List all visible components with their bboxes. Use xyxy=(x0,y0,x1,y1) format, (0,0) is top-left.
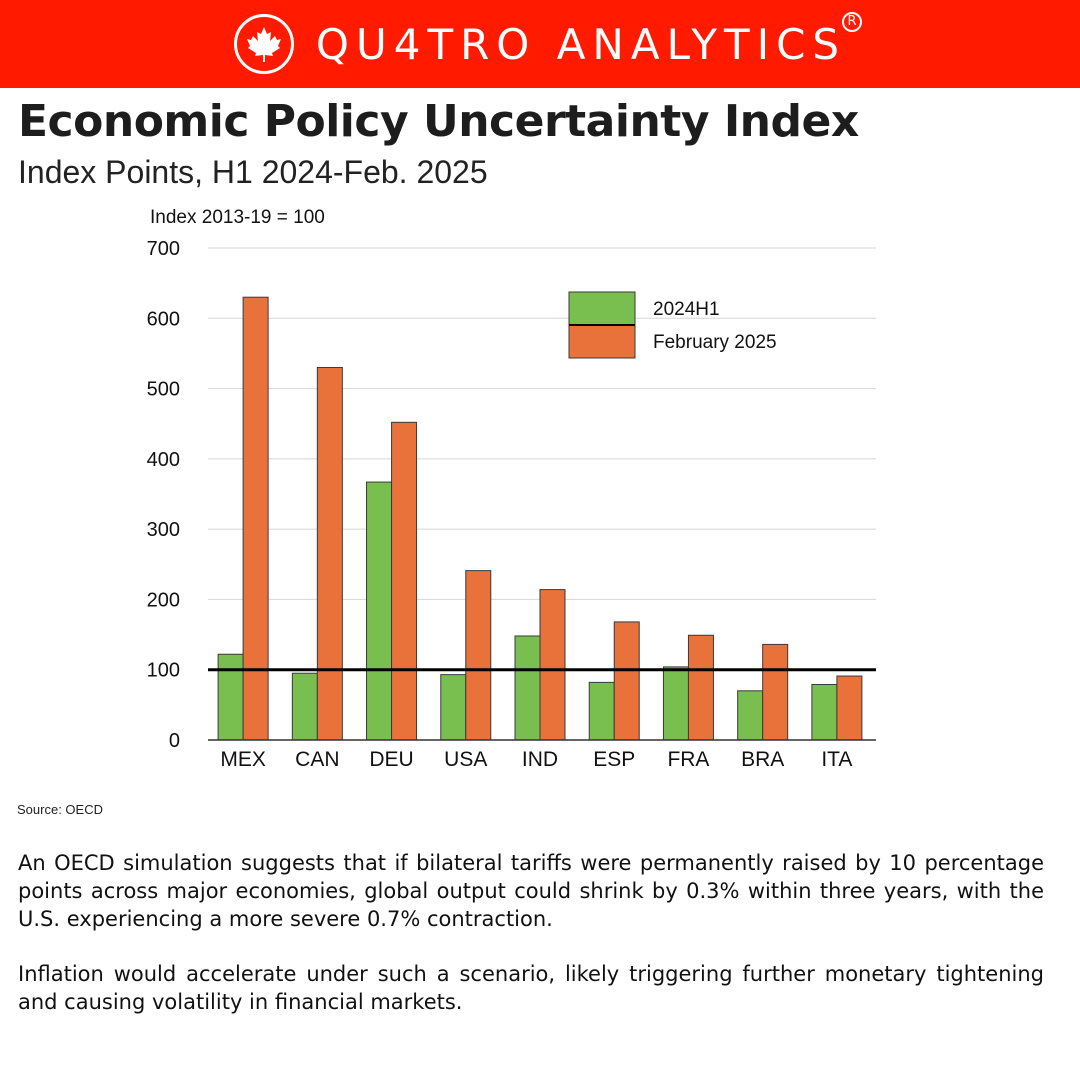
bar-bra-h1-2024 xyxy=(738,691,763,740)
y-tick-label: 600 xyxy=(147,308,180,330)
x-tick-label: CAN xyxy=(295,748,339,771)
source-note: Source: OECD xyxy=(17,802,103,817)
y-tick-label: 700 xyxy=(147,238,180,260)
legend-label: 2024H1 xyxy=(653,299,720,320)
bar-usa-feb-2025 xyxy=(466,571,491,740)
y-tick-label: 100 xyxy=(147,660,180,682)
bar-mex-h1-2024 xyxy=(218,654,243,740)
x-tick-label: FRA xyxy=(667,748,709,771)
bar-esp-feb-2025 xyxy=(614,622,639,740)
bar-bra-feb-2025 xyxy=(763,644,788,740)
registered-mark: R xyxy=(842,12,862,32)
bar-deu-feb-2025 xyxy=(392,422,417,740)
brand-name: QU4TRO ANALYTICS R xyxy=(316,20,846,69)
x-tick-label: MEX xyxy=(220,748,266,771)
legend-swatch-h1-2024 xyxy=(569,292,635,325)
legend-label: February 2025 xyxy=(653,332,777,353)
brand-text: QU4TRO ANALYTICS xyxy=(316,20,846,69)
brand-banner: QU4TRO ANALYTICS R xyxy=(0,0,1080,88)
x-tick-label: ESP xyxy=(593,748,635,771)
bar-fra-feb-2025 xyxy=(688,635,713,740)
x-tick-label: ITA xyxy=(821,748,852,771)
y-tick-label: 300 xyxy=(147,519,180,541)
bar-ita-feb-2025 xyxy=(837,676,862,740)
bar-ind-h1-2024 xyxy=(515,636,540,740)
x-tick-label: USA xyxy=(444,748,487,771)
page-title: Economic Policy Uncertainty Index xyxy=(18,96,859,147)
bar-chart: Index 2013-19 = 100 0 100 200 300 400 500 600 70… xyxy=(0,195,1080,795)
unit-label: Index 2013-19 = 100 xyxy=(150,207,325,228)
bar-ind-feb-2025 xyxy=(540,590,565,740)
x-tick-label: BRA xyxy=(741,748,784,771)
y-tick-label: 0 xyxy=(169,730,180,752)
page-subtitle: Index Points, H1 2024-Feb. 2025 xyxy=(18,154,488,191)
x-tick-label: DEU xyxy=(369,748,413,771)
bar-fra-h1-2024 xyxy=(663,667,688,740)
bar-ita-h1-2024 xyxy=(812,684,837,740)
y-tick-label: 200 xyxy=(147,589,180,611)
legend-swatch-feb-2025 xyxy=(569,325,635,358)
bar-can-h1-2024 xyxy=(292,673,317,740)
bar-esp-h1-2024 xyxy=(589,682,614,740)
bar-mex-feb-2025 xyxy=(243,297,268,740)
body-paragraph-2: Inflation would accelerate under such a … xyxy=(18,960,1044,1016)
x-tick-label: IND xyxy=(522,748,558,771)
bar-deu-h1-2024 xyxy=(367,482,392,740)
body-paragraph-1: An OECD simulation suggests that if bila… xyxy=(18,849,1044,933)
y-tick-label: 400 xyxy=(147,449,180,471)
y-tick-label: 500 xyxy=(147,379,180,401)
maple-leaf-icon xyxy=(234,14,294,74)
bar-can-feb-2025 xyxy=(317,367,342,740)
bar-usa-h1-2024 xyxy=(441,675,466,740)
